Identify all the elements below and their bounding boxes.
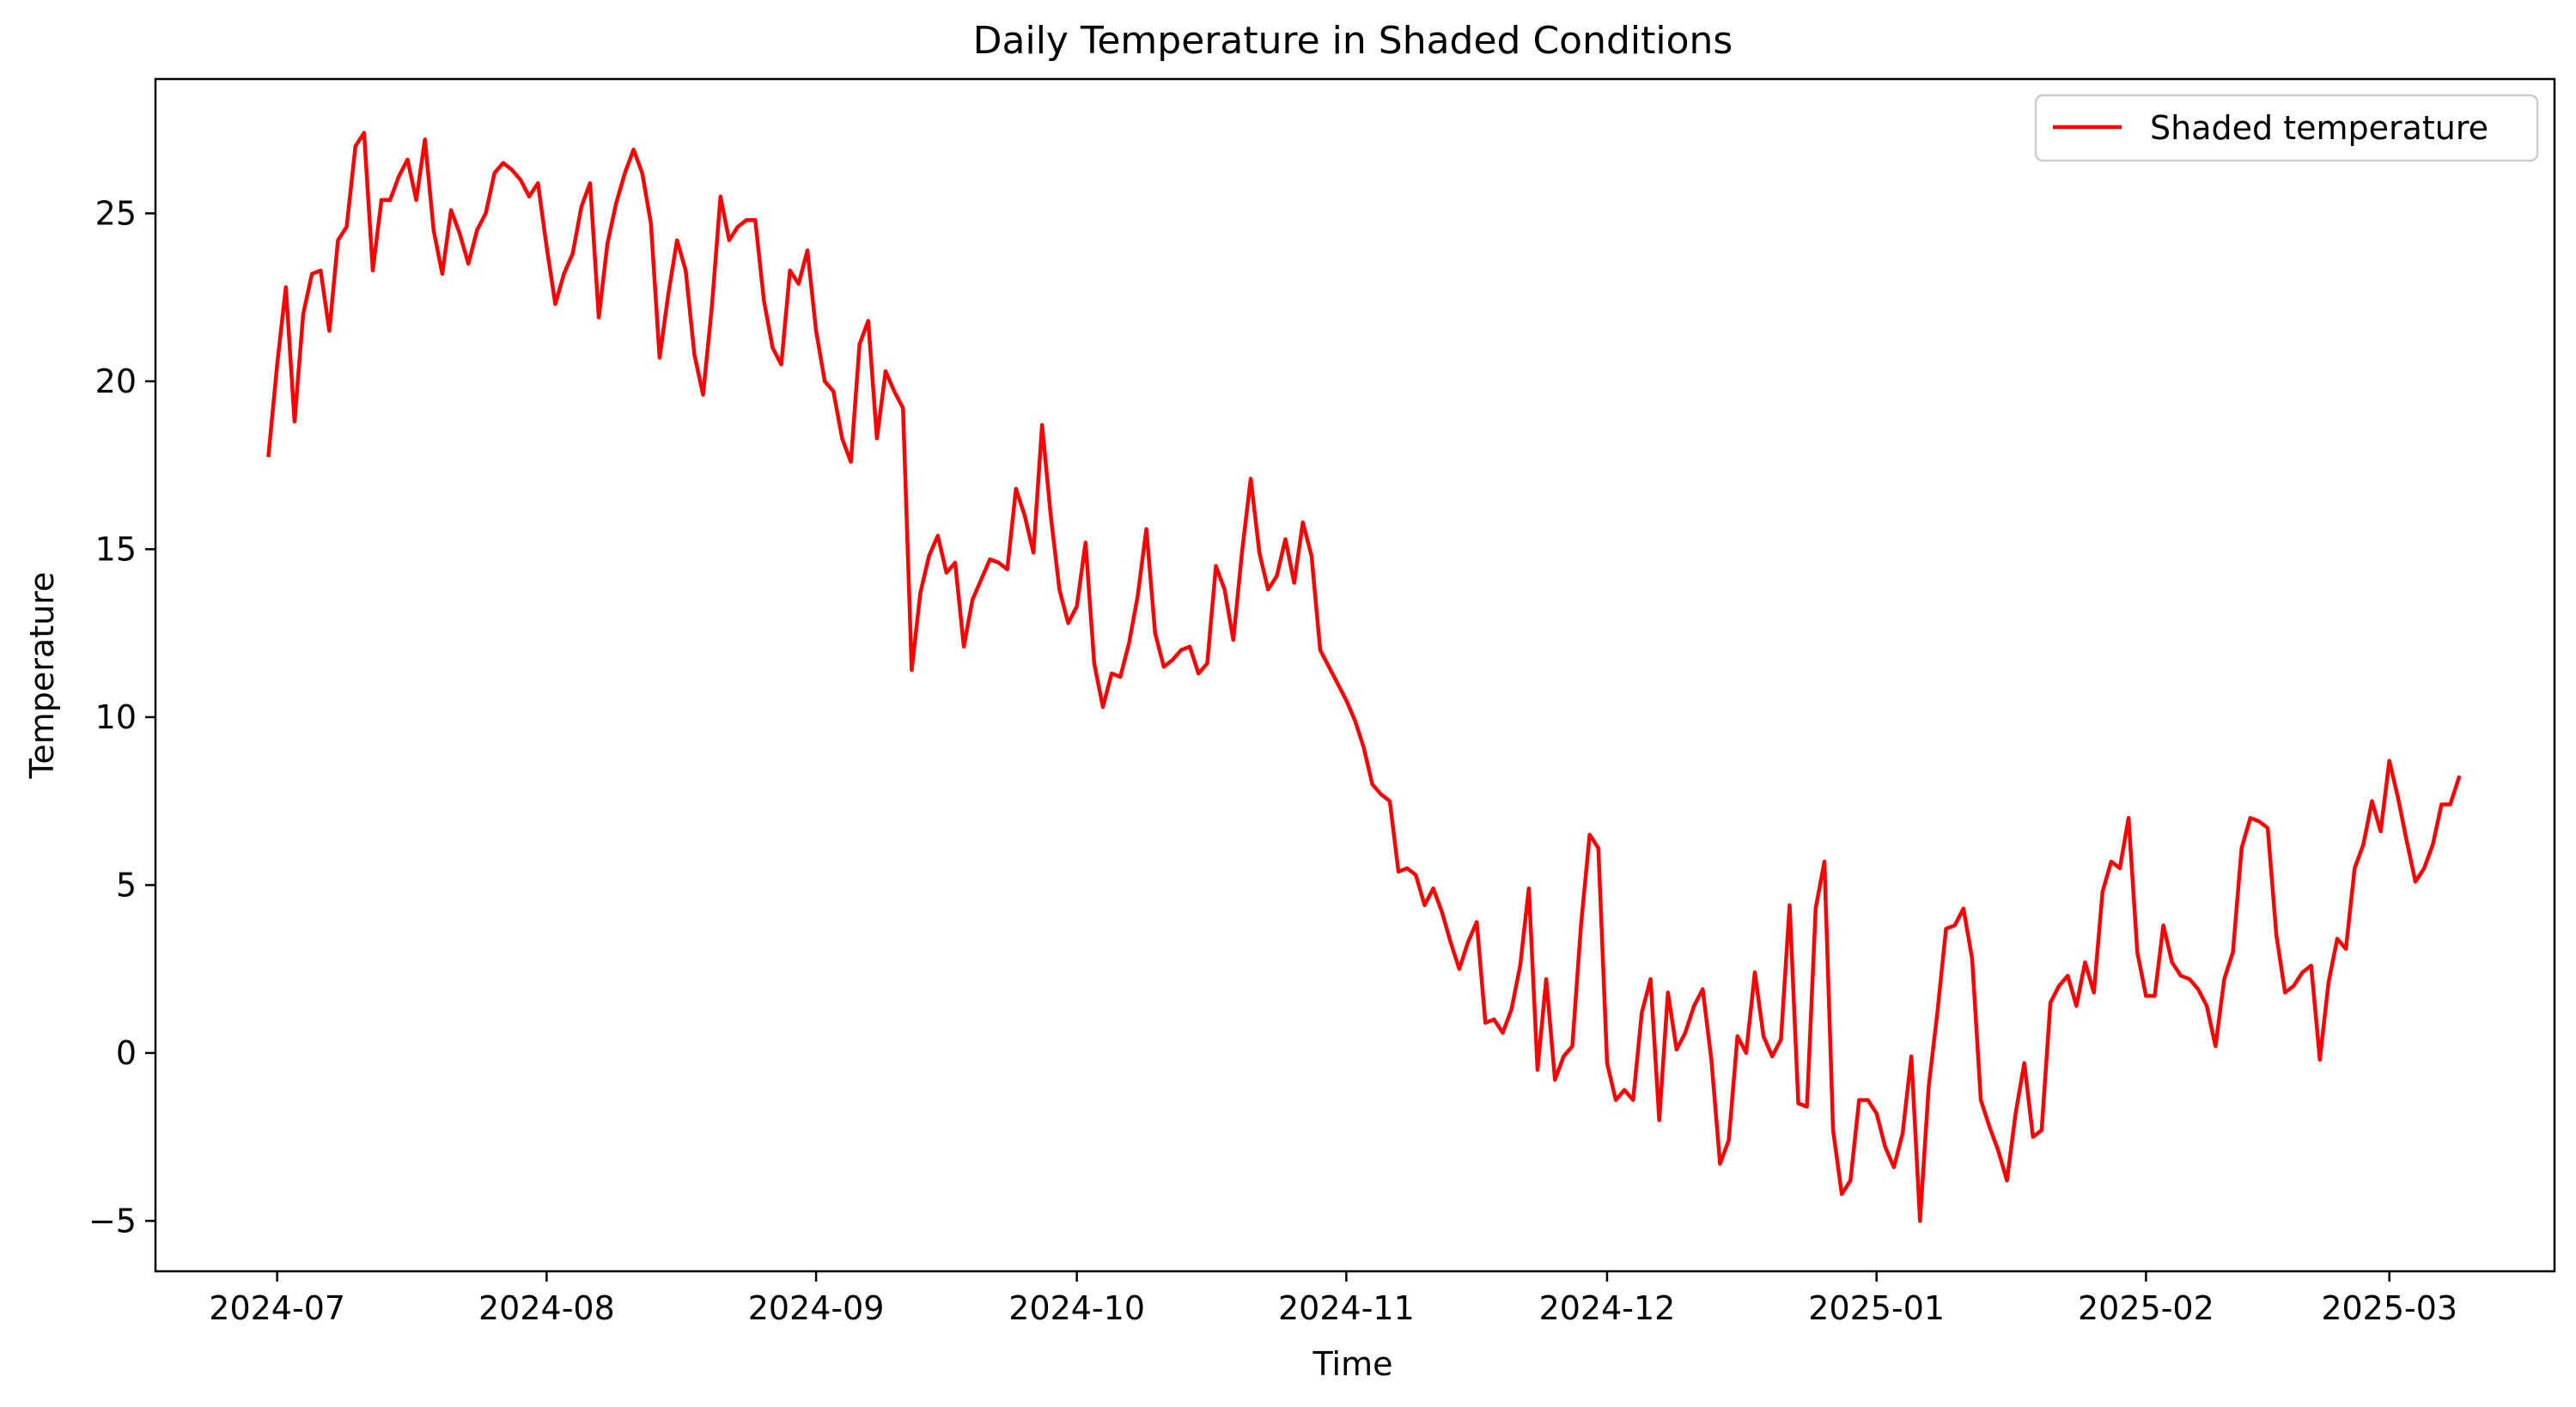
y-tick-label: 20 — [95, 362, 137, 400]
legend-entry-shaded-temperature: Shaded temperature — [2150, 109, 2488, 147]
x-tick-label: 2024-12 — [1539, 1289, 1676, 1327]
x-tick-label: 2025-01 — [1808, 1289, 1945, 1327]
y-tick-label: 5 — [116, 866, 137, 904]
chart-title: Daily Temperature in Shaded Conditions — [973, 19, 1733, 63]
legend-box — [2034, 94, 2539, 162]
x-tick-label: 2024-09 — [748, 1289, 885, 1327]
x-axis-ticks: 2024-07 2024-08 2024-09 2024-10 2024-11 2024-… — [209, 1271, 2457, 1327]
x-tick-label: 2024-10 — [1008, 1289, 1145, 1327]
legend: Shaded temperature — [2034, 94, 2539, 162]
y-axis-ticks: −5 0 5 10 15 20 25 — [88, 194, 155, 1240]
y-tick-label: 0 — [116, 1034, 137, 1072]
y-tick-label: 10 — [95, 698, 137, 736]
x-tick-label: 2025-03 — [2321, 1289, 2457, 1327]
x-tick-label: 2024-07 — [209, 1289, 345, 1327]
y-axis-label: Temperature — [23, 572, 61, 780]
y-tick-label: −5 — [88, 1202, 137, 1240]
series-line-shaded-temperature — [266, 131, 2462, 1223]
y-tick-label: 25 — [95, 194, 137, 232]
y-tick-label: 15 — [95, 530, 137, 568]
x-tick-label: 2025-02 — [2078, 1289, 2214, 1327]
x-axis-label: Time — [1312, 1345, 1393, 1383]
plot-area-frame — [154, 77, 2556, 1273]
x-tick-label: 2024-11 — [1278, 1289, 1415, 1327]
x-tick-label: 2024-08 — [478, 1289, 615, 1327]
